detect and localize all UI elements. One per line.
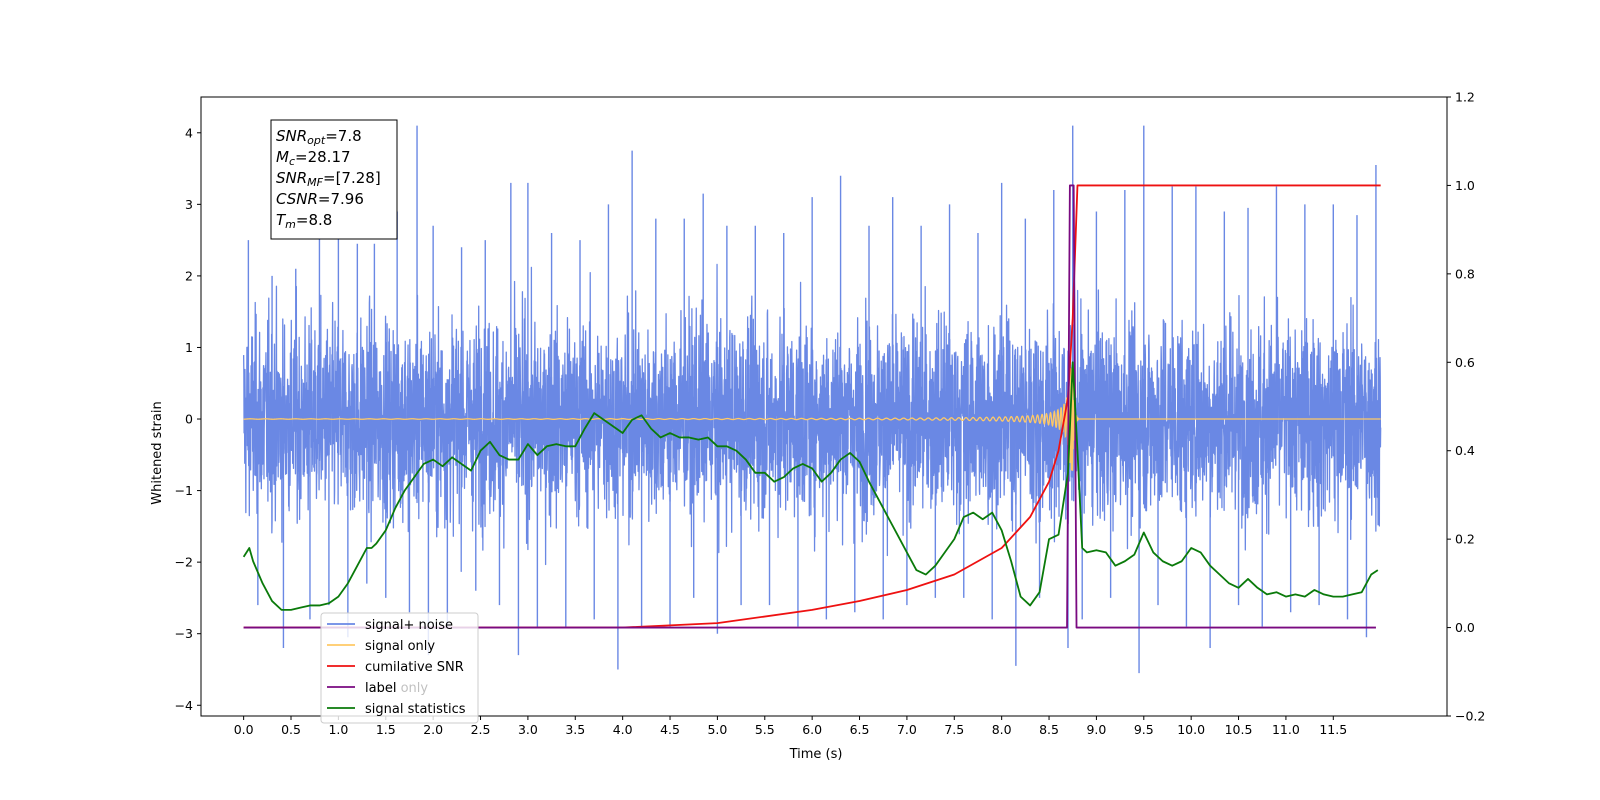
series-signal-noise-peaks <box>247 125 1377 674</box>
legend-label: signal only <box>365 639 435 654</box>
y-tick-label: −4 <box>175 698 193 713</box>
plot-frame <box>200 96 1448 717</box>
x-tick-label: 8.5 <box>1039 722 1059 737</box>
annotation-line: Tm=8.8 <box>276 211 332 231</box>
x-tick-label: 6.0 <box>802 722 822 737</box>
x-tick-label: 5.5 <box>755 722 775 737</box>
x-tick-label: 5.0 <box>707 722 727 737</box>
x-tick-label: 11.0 <box>1272 722 1300 737</box>
y-tick-label: 4 <box>185 125 193 140</box>
axes: 0.0 0.5 1.0 1.5 2.0 2.5 3.0 3.5 4.0 4.5 5.0 5.5 6.0 6… <box>175 90 1486 738</box>
y2-tick-label: 0.6 <box>1455 355 1475 370</box>
x-tick-label: 2.0 <box>423 722 443 737</box>
y2-tick-label: −0.2 <box>1455 709 1485 724</box>
x-tick-label: 0.0 <box>234 722 254 737</box>
series-cumulative-snr <box>243 184 1381 629</box>
legend-label: signal+ noise <box>365 618 453 633</box>
y-tick-label: 0 <box>185 412 193 427</box>
x-tick-label: 11.5 <box>1319 722 1347 737</box>
y2-tick-label: 1.0 <box>1455 178 1475 193</box>
x-tick-label: 3.5 <box>565 722 585 737</box>
annotation-line: SNRopt=7.8 <box>276 127 362 147</box>
legend-entry: signal statistics <box>327 702 466 717</box>
y-tick-label: 2 <box>185 268 193 283</box>
y-axis-label: Whitened strain <box>150 401 165 504</box>
legend-entry: signal+ noise <box>327 618 453 633</box>
legend: signal+ noise signal only cumilative SNR la… <box>320 612 479 724</box>
legend-entry: cumilative SNR <box>327 660 464 675</box>
x-axis-label: Time (s) <box>789 747 843 762</box>
annotation-frame <box>270 119 398 240</box>
x-tick-label: 3.0 <box>518 722 538 737</box>
series-label <box>243 184 1376 629</box>
x-tick-label: 7.0 <box>897 722 917 737</box>
x-tick-label: 1.5 <box>376 722 396 737</box>
x-tick-label: 9.0 <box>1086 722 1106 737</box>
plot-area <box>242 125 1382 674</box>
y-axis-left: 4 3 2 1 0 −1 −2 −3 −4 <box>175 125 201 713</box>
y-axis-right: 1.2 1.0 0.8 0.6 0.4 0.2 0.0 −0.2 <box>1447 90 1485 724</box>
y2-tick-label: 1.2 <box>1455 90 1475 105</box>
legend-label: signal statistics <box>365 702 466 717</box>
legend-label: label <box>365 681 396 696</box>
x-tick-label: 10.0 <box>1177 722 1205 737</box>
x-tick-label: 9.5 <box>1134 722 1154 737</box>
y-tick-label: −1 <box>175 483 193 498</box>
x-tick-label: 10.5 <box>1225 722 1253 737</box>
y2-tick-label: 0.8 <box>1455 266 1475 281</box>
x-tick-label: 4.5 <box>660 722 680 737</box>
x-tick-label: 6.5 <box>850 722 870 737</box>
annotation-line: Mc=28.17 <box>276 148 351 168</box>
legend-entry: label <box>327 681 396 696</box>
x-axis: 0.0 0.5 1.0 1.5 2.0 2.5 3.0 3.5 4.0 4.5 5.0 5.5 6.0 6… <box>234 716 1347 737</box>
y-tick-label: 3 <box>185 197 193 212</box>
series-signal-statistics <box>242 361 1379 611</box>
y-tick-label: −3 <box>175 626 193 641</box>
x-tick-label: 0.5 <box>281 722 301 737</box>
y-tick-label: −2 <box>175 555 193 570</box>
x-tick-label: 8.0 <box>992 722 1012 737</box>
annotation-line: CSNR=7.96 <box>276 190 364 208</box>
legend-label: label only <box>365 681 428 696</box>
y2-tick-label: 0.2 <box>1455 532 1475 547</box>
annotation-line: SNRMF=[7.28] <box>276 169 381 189</box>
series-signal-only <box>243 368 1381 471</box>
x-tick-label: 1.0 <box>328 722 348 737</box>
x-tick-label: 7.5 <box>944 722 964 737</box>
x-tick-label: 2.5 <box>471 722 491 737</box>
y2-tick-label: 0.4 <box>1455 443 1475 458</box>
y-tick-label: 1 <box>185 340 193 355</box>
legend-frame <box>320 612 479 724</box>
x-tick-label: 4.0 <box>613 722 633 737</box>
legend-entry: label only <box>365 681 428 696</box>
y2-tick-label: 0.0 <box>1455 620 1475 635</box>
legend-label: cumilative SNR <box>365 660 464 675</box>
legend-entry: signal only <box>327 639 435 654</box>
